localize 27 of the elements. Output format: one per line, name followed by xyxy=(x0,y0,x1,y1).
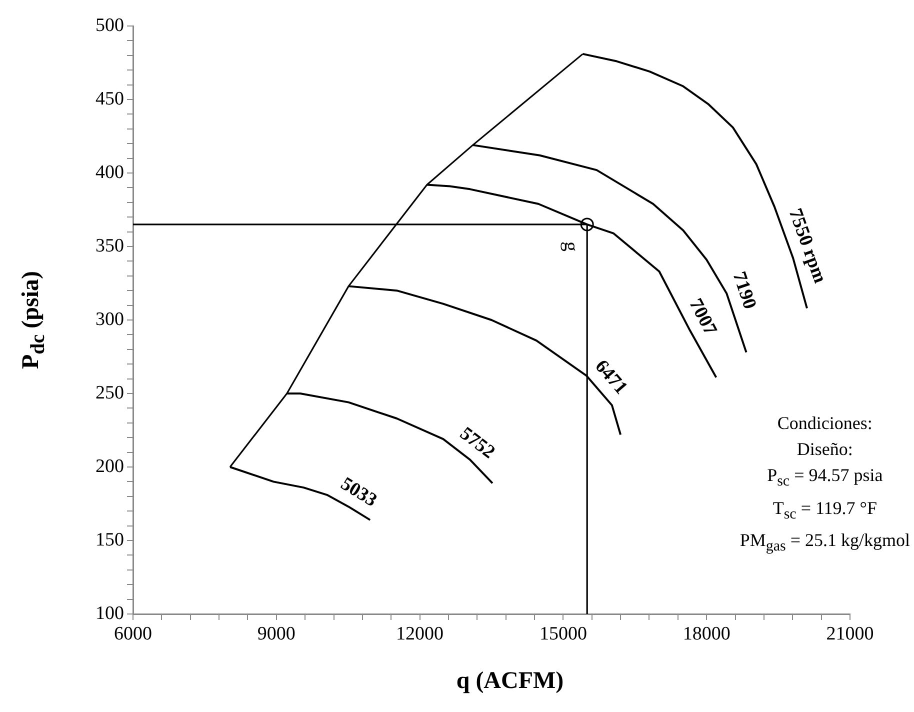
annotation: g xyxy=(560,241,582,252)
y-tick-label: 100 xyxy=(96,602,124,624)
x-tick-label: 21000 xyxy=(826,623,874,644)
annotation: T$_{sc}$ = 119.7 °F xyxy=(772,496,878,524)
text: 5752 xyxy=(456,423,499,463)
y-tick-label: 300 xyxy=(96,308,124,330)
y-tick-label: 400 xyxy=(96,162,124,183)
text: 7007 xyxy=(684,295,722,340)
annotation: P$_{sc}$ = 94.57 psia xyxy=(766,464,884,492)
y-tick-label: 450 xyxy=(96,88,124,110)
x-tick-label: 6000 xyxy=(114,623,152,644)
annotation: PM$_{gas}$ = 25.1 kg/kgmol xyxy=(740,529,910,557)
text: 7190 xyxy=(728,269,760,312)
text: 5033 xyxy=(337,473,380,512)
text: 7550 rpm xyxy=(784,206,830,286)
y-tick-label: 250 xyxy=(96,382,124,404)
x-tick-label: 18000 xyxy=(682,623,730,644)
x-tick-label: 12000 xyxy=(396,623,444,644)
x-tick-label: 9000 xyxy=(257,623,296,644)
y-tick-label: 200 xyxy=(96,456,124,477)
y-tick-label: 350 xyxy=(96,235,124,256)
y-tick-label: 150 xyxy=(96,529,124,550)
annotation: Diseño: xyxy=(796,438,854,461)
y-tick-label: 500 xyxy=(96,14,124,36)
annotation: Condiciones: xyxy=(776,412,874,435)
x-tick-label: 15000 xyxy=(539,623,587,644)
x-axis-title: q (ACFM) xyxy=(455,668,565,695)
